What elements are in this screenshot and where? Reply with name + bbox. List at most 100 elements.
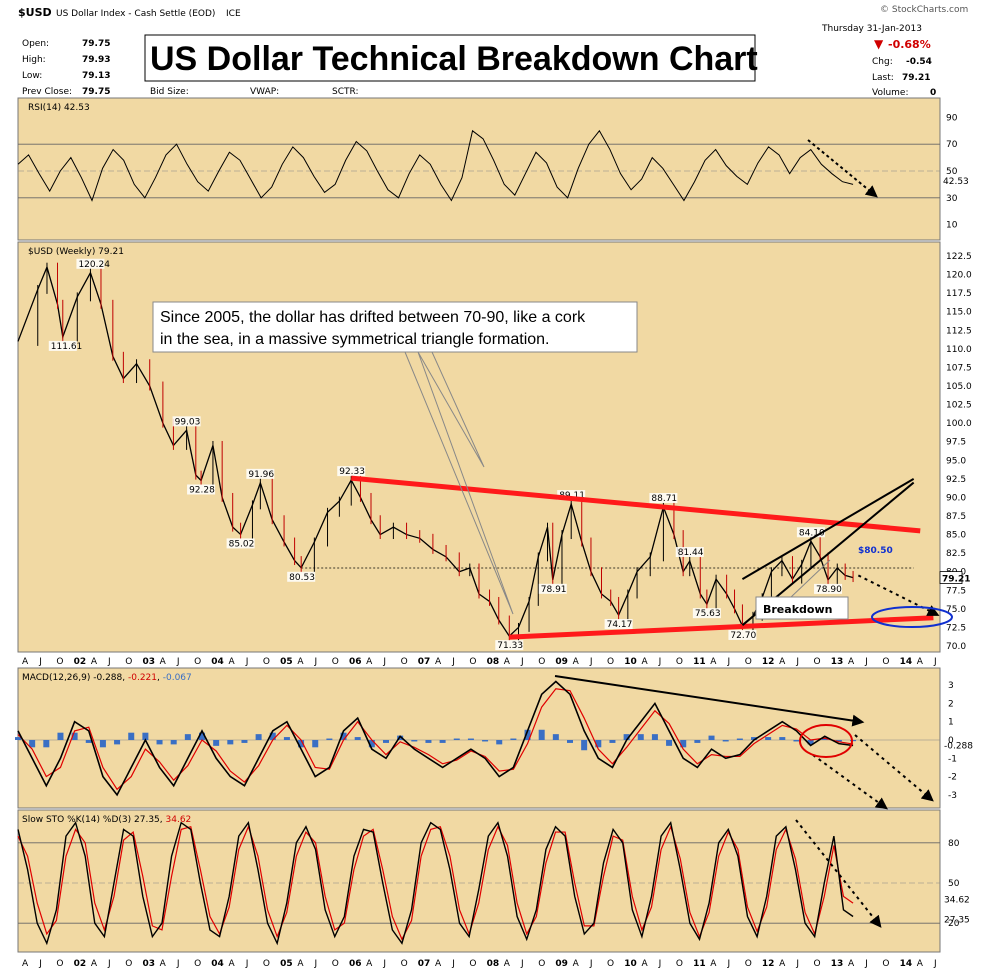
stoch-x-label: O (607, 959, 614, 969)
price-tick-label: 97.5 (946, 438, 966, 448)
symbol: $USD (18, 6, 52, 19)
stoch-x-label: A (228, 959, 235, 969)
point-label-bg (172, 416, 201, 427)
price-x-label: O (56, 657, 63, 667)
point-label-bg (649, 493, 678, 504)
price-x-label: O (401, 657, 408, 667)
stoch-x-label: 02 (74, 959, 87, 969)
price-tick-label: 92.5 (946, 475, 966, 485)
stoch-x-label: 13 (831, 959, 844, 969)
macd-histogram-bar (99, 740, 106, 748)
price-tick-label: 82.5 (946, 549, 966, 559)
breakdown-pointer (789, 559, 831, 599)
macd-histogram-bar (779, 737, 786, 740)
annotation-box (152, 301, 638, 353)
price-x-label: J (520, 657, 524, 667)
price-x-label: O (676, 657, 683, 667)
stoch-x-label: O (125, 959, 132, 969)
price-x-label: J (658, 657, 662, 667)
price-x-label: A (297, 657, 304, 667)
price-x-label: A (22, 657, 29, 667)
price-layer: 122.5 120.0 117.5 115.0 112.5 110.0 107.5 105.0… (17, 252, 972, 652)
price-x-label: J (38, 657, 42, 667)
price-x-label: J (451, 657, 455, 667)
point-label-bg (337, 466, 366, 477)
macd-histogram-bar (765, 737, 772, 740)
price-tick-label: 107.5 (946, 363, 972, 373)
stoch-x-label: A (22, 959, 29, 969)
macd-histogram-bar (552, 734, 559, 740)
stoch-x-label: O (676, 959, 683, 969)
price-tick-label: 102.5 (946, 401, 972, 411)
macd-histogram-bar (85, 740, 92, 743)
macd-histogram-bar (283, 737, 290, 740)
point-label: 89.11 (559, 491, 585, 501)
price-tick-label: 87.5 (946, 512, 966, 522)
price-label: $USD (Weekly) 79.21 (28, 247, 124, 257)
chart-title: US Dollar Technical Breakdown Chart (150, 40, 758, 78)
macd-tick-label: -1 (948, 754, 957, 764)
bid-size-label: Bid Size: (150, 87, 189, 97)
price-x-label: O (745, 657, 752, 667)
macd-histogram-bar (496, 740, 503, 745)
stoch-trend-arrow (795, 819, 882, 928)
breakdown-callout: Breakdown (755, 559, 849, 620)
stoch-x-label: J (795, 959, 799, 969)
macd-histogram-bar (637, 734, 644, 740)
rsi-last-value: 42.53 (943, 177, 969, 187)
price-x-label: 10 (624, 657, 637, 667)
rsi-tick-label: 50 (946, 167, 958, 177)
stoch-x-label: J (314, 959, 318, 969)
macd-histogram-bar (43, 740, 50, 748)
stoch-x-label: O (469, 959, 476, 969)
point-label-bg (187, 484, 216, 495)
macd-tick-label: 3 (948, 681, 954, 691)
rsi-tick-label: 90 (946, 113, 958, 123)
breakdown-box (755, 596, 849, 620)
point-label-bg (48, 340, 77, 351)
stoch-x-label: 10 (624, 959, 637, 969)
macd-histogram-bar (382, 740, 389, 743)
macd-trend-arrow-3 (854, 734, 934, 802)
price-x-label: J (382, 657, 386, 667)
price-tick-label: 105.0 (946, 382, 972, 392)
rsi-panel (17, 97, 941, 241)
price-x-label: 06 (349, 657, 362, 667)
macd-tick-label: 2 (948, 699, 954, 709)
macd-histogram-bar (255, 734, 262, 740)
macd-histogram-bar (651, 734, 658, 740)
stoch-x-label: 11 (693, 959, 706, 969)
point-label-bg (557, 490, 586, 501)
stat-volume-label: Volume: (872, 88, 909, 98)
price-tick-label: 117.5 (946, 289, 972, 299)
point-label-bg (728, 629, 757, 640)
stoch-x-label: J (451, 959, 455, 969)
price-x-label: J (176, 657, 180, 667)
stoch-x-label: A (917, 959, 924, 969)
macd-histogram-bar (750, 737, 757, 740)
macd-histogram-bar (298, 740, 305, 748)
stoch-x-label: A (779, 959, 786, 969)
stoch-x-label: O (401, 959, 408, 969)
stoch-x-label: J (107, 959, 111, 969)
stoch-x-label: O (263, 959, 270, 969)
price-x-label: J (727, 657, 731, 667)
macd-histogram-bar (241, 740, 248, 743)
price-x-label: O (882, 657, 889, 667)
point-label-bg (692, 608, 721, 619)
price-tick-label: 75.0 (946, 605, 966, 615)
price-x-label: A (641, 657, 648, 667)
price-x-label: 12 (762, 657, 775, 667)
macd-tick-label: 1 (948, 718, 954, 728)
macd-panel (17, 667, 941, 809)
macd-histogram-bar (114, 740, 121, 745)
price-x-label: O (469, 657, 476, 667)
price-x-label: J (314, 657, 318, 667)
stoch-x-label: 05 (280, 959, 293, 969)
trendline-resistance (351, 475, 921, 534)
macd-histogram-bar (354, 737, 361, 740)
stoch-x-label: A (848, 959, 855, 969)
stoch-x-label: A (435, 959, 442, 969)
stoch-x-label: 03 (142, 959, 155, 969)
stoch-x-label: J (520, 959, 524, 969)
